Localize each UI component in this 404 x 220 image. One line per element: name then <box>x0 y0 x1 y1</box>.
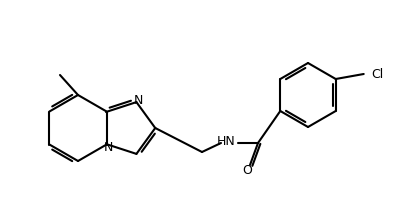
Text: Cl: Cl <box>372 68 384 81</box>
Text: N: N <box>134 94 143 107</box>
Text: O: O <box>242 163 252 176</box>
Text: N: N <box>104 141 113 154</box>
Text: HN: HN <box>217 134 236 147</box>
